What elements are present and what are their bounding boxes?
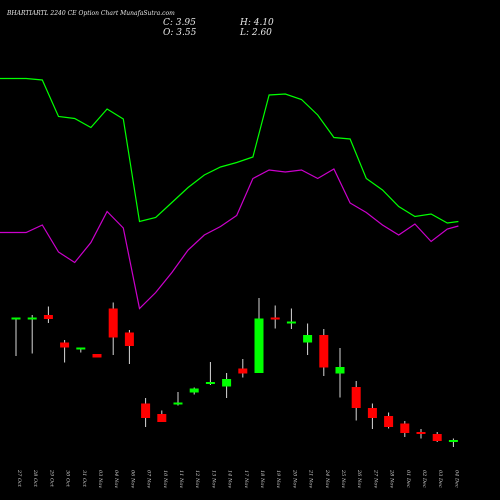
x-tick-label: 03 Dec (437, 470, 443, 488)
candle-body (108, 308, 118, 338)
candle-body (400, 423, 410, 433)
candle-body (416, 432, 426, 434)
candle-body (367, 408, 377, 418)
candle-body (286, 321, 296, 324)
x-tick-label: 01 Dec (405, 470, 411, 488)
candle-body (335, 367, 345, 374)
x-tick-label: 10 Nov (162, 470, 168, 488)
x-tick-label: 07 Nov (146, 470, 152, 488)
x-tick-label: 25 Nov (340, 469, 346, 488)
high-value: H: 4.10 (240, 18, 274, 28)
candle-body (222, 379, 232, 387)
candle-body (384, 416, 394, 427)
x-tick-label: 27 Nov (372, 469, 378, 488)
candles-layer (11, 298, 458, 447)
bands-layer (0, 77, 459, 310)
candle-body (60, 342, 70, 348)
close-value: C: 3.95 (163, 18, 196, 28)
candle-body (173, 402, 183, 405)
x-tick-label: 26 Nov (356, 469, 362, 488)
candle-body (270, 317, 280, 320)
x-axis-ticks: 27 Oct 28 Oct 29 Oct 30 Oct 31 Oct 03 Nov 04 N… (16, 469, 459, 488)
lower-band-line (0, 168, 459, 310)
x-tick-label: 13 Nov (210, 470, 216, 488)
x-tick-label: 02 Dec (421, 470, 427, 488)
x-tick-label: 18 Nov (259, 470, 265, 488)
candle-body (432, 434, 442, 441)
candle-body (141, 403, 151, 418)
candle-body (27, 317, 37, 320)
x-tick-label: 31 Oct (81, 470, 87, 488)
candle-body (254, 318, 264, 373)
x-tick-label: 11 Nov (178, 470, 184, 488)
x-tick-label: 17 Nov (243, 470, 249, 488)
candle-body (157, 414, 167, 422)
candle-body (92, 354, 102, 358)
chart-title: BHARTIARTL 2240 CE Option Chart MunafaSu… (7, 10, 175, 17)
candle-body (448, 440, 458, 442)
candle-body (11, 317, 21, 320)
x-tick-label: 20 Nov (291, 469, 297, 488)
candle-body (76, 347, 86, 350)
candle-body (319, 335, 329, 368)
x-tick-label: 24 Nov (324, 469, 330, 488)
candle-body (43, 315, 53, 319)
low-value: L: 2.60 (240, 28, 272, 38)
open-value: O: 3.55 (163, 28, 197, 38)
candle-body (205, 382, 215, 384)
x-tick-label: 04 Nov (113, 470, 119, 488)
upper-band-line (0, 77, 459, 224)
x-tick-label: 28 Oct (32, 469, 38, 488)
x-tick-label: 21 Nov (308, 469, 314, 488)
x-tick-label: 27 Oct (16, 469, 22, 488)
x-tick-label: 28 Nov (389, 469, 395, 488)
candle-body (124, 332, 134, 346)
candle-body (238, 368, 248, 374)
x-tick-label: 30 Oct (65, 470, 71, 488)
x-tick-label: 04 Dec (453, 470, 459, 488)
candle-body (189, 388, 199, 393)
candle-body (351, 387, 361, 408)
x-tick-label: 19 Nov (275, 470, 281, 488)
x-tick-label: 29 Oct (48, 469, 54, 488)
x-tick-label: 06 Nov (129, 470, 135, 488)
candle-body (303, 335, 313, 343)
x-tick-label: 14 Nov (227, 470, 233, 488)
x-tick-label: 12 Nov (194, 470, 200, 488)
x-tick-label: 03 Nov (97, 470, 103, 488)
